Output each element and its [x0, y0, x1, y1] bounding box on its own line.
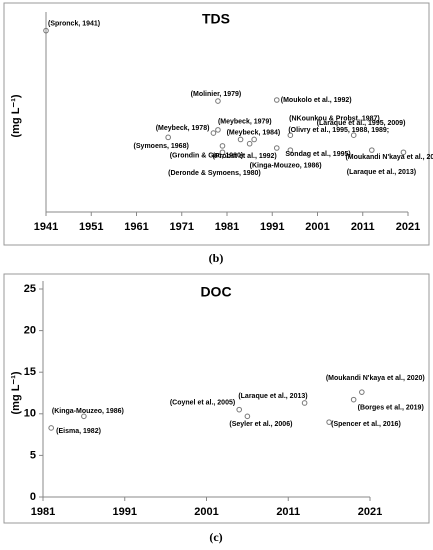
data-point: [215, 127, 221, 133]
data-point: [237, 136, 244, 143]
data-point: [215, 98, 221, 104]
data-point: [244, 413, 251, 420]
point-label: (Symoens, 1968): [134, 143, 189, 150]
point-label: (Meybeck, 1984): [227, 129, 281, 136]
data-point: [287, 132, 294, 138]
x-tick-label: 1991: [260, 221, 284, 233]
data-point: [350, 132, 357, 138]
point-label: (Kinga-Mouzeo, 1986): [52, 408, 124, 415]
x-tick-label: 2001: [305, 221, 329, 233]
data-point: [359, 389, 365, 395]
point-label: (Laraque et al., 2013): [238, 393, 307, 400]
data-point: [301, 400, 308, 406]
point-label: (Coynel et al., 2005): [170, 399, 235, 406]
x-tick-label: 2011: [351, 221, 375, 233]
chart-frame: [3, 2, 430, 246]
y-tick-label: 10: [24, 408, 36, 420]
x-tick-label: 2021: [358, 506, 382, 518]
x-tick-label: 2001: [194, 506, 218, 518]
point-label: (Moukandi N'kaya et al., 2020): [345, 154, 433, 161]
point-label: (Laraque et al., 2013): [347, 169, 416, 176]
y-tick-label: 5: [30, 449, 36, 461]
data-point: [251, 136, 257, 143]
point-label: (Meybeck, 1978): [156, 125, 210, 132]
data-point: [369, 147, 375, 153]
data-point: [219, 149, 226, 156]
data-point: [81, 413, 87, 420]
point-label: (Eisma, 1982): [56, 428, 101, 435]
data-point: [219, 143, 226, 149]
chart-title: DOC: [200, 284, 231, 300]
caption: (b): [209, 251, 224, 265]
point-label: (Kinga-Mouzeo, 1986): [250, 163, 322, 170]
data-point: [400, 149, 407, 156]
x-tick-label: 2011: [276, 506, 300, 518]
point-label: (Probst et al., 1992): [213, 153, 277, 160]
data-point: [48, 425, 54, 431]
x-tick-label: 1981: [31, 506, 55, 518]
y-tick-label: 15: [24, 366, 36, 378]
point-label: (Moukolo et al., 1992): [281, 97, 352, 104]
point-label: (Grondin & Gac, 1980): [170, 153, 244, 160]
chart-title: TDS: [202, 11, 230, 27]
point-label: (Spencer et al., 2016): [331, 421, 401, 428]
data-point: [210, 130, 217, 136]
point-label: (Deronde & Symoens, 1980): [168, 170, 261, 177]
x-tick-label: 1941: [34, 221, 58, 233]
point-label: Sondag et al., 1995): [285, 151, 350, 158]
point-label: (Spronck, 1941): [48, 21, 100, 28]
x-tick-label: 1991: [113, 506, 137, 518]
data-point: [273, 97, 280, 103]
point-label: (Meybeck, 1979): [218, 119, 272, 126]
data-point: [246, 140, 253, 147]
data-point: [43, 27, 49, 34]
x-tick-label: 1951: [79, 221, 103, 233]
point-label: (Olivry et al., 1995, 1988, 1989;: [288, 127, 389, 134]
y-tick-label: 25: [24, 283, 36, 295]
point-label: (Laraque et al., 1995, 2009): [317, 120, 406, 127]
x-tick-label: 1961: [124, 221, 148, 233]
data-point: [350, 396, 357, 403]
point-label: (Molinier, 1979): [191, 91, 242, 98]
caption: (c): [209, 530, 222, 544]
data-point: [273, 145, 280, 151]
y-tick-label: 20: [24, 325, 36, 337]
data-point: [165, 134, 171, 141]
data-point: [287, 147, 294, 153]
chart-frame: [3, 273, 430, 524]
x-tick-label: 2021: [396, 221, 420, 233]
y-axis-title: (mg L⁻¹): [10, 371, 22, 414]
y-tick-label: 0: [30, 491, 36, 503]
x-tick-label: 1981: [215, 221, 239, 233]
point-label: (NKounkou & Probst, 1987): [289, 115, 380, 122]
data-point: [326, 419, 332, 425]
data-point: [236, 406, 242, 413]
point-label: (Seyler et al., 2006): [229, 421, 292, 428]
x-tick-label: 1971: [170, 221, 194, 233]
point-label: (Moukandi N'kaya et al., 2020): [326, 375, 425, 382]
y-axis-title: (mg L⁻¹): [10, 94, 22, 137]
point-label: (Borges et al., 2019): [358, 404, 424, 411]
